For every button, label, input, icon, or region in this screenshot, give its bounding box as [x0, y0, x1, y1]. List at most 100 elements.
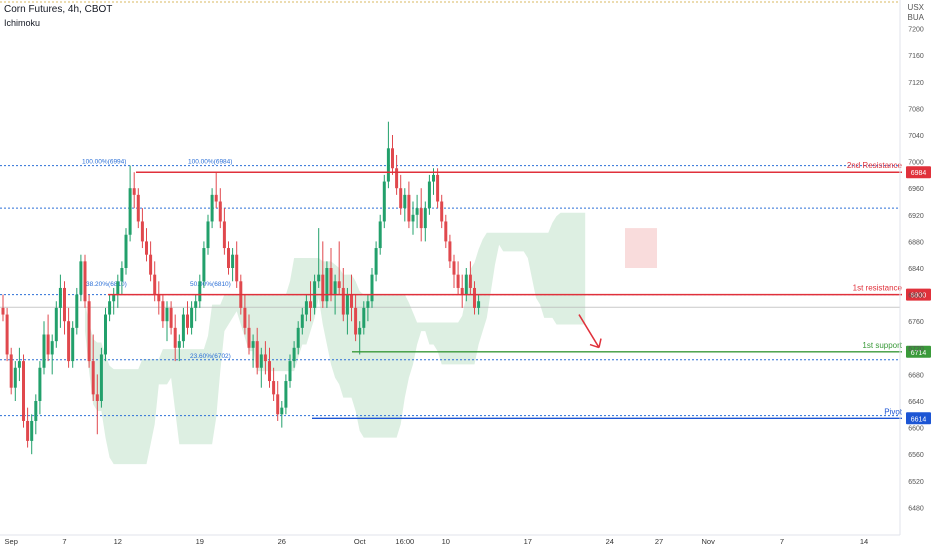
unit-label-1: USX — [907, 3, 924, 12]
y-tick-3: 7080 — [908, 106, 924, 113]
candle-body-90 — [370, 274, 374, 302]
candle-96 — [395, 154, 399, 195]
candle-19 — [79, 254, 83, 302]
candle-106 — [436, 168, 440, 209]
candle-84 — [345, 287, 349, 335]
candle-13 — [54, 301, 58, 348]
candle-body-57 — [235, 254, 239, 282]
candle-99 — [407, 181, 411, 229]
candle-34 — [140, 208, 144, 249]
candle-body-48 — [198, 281, 202, 302]
y-tick-9: 6840 — [908, 266, 924, 273]
candle-57 — [235, 241, 239, 288]
candle-body-12 — [50, 341, 54, 355]
y-tick-15: 6600 — [908, 426, 924, 433]
candle-body-32 — [132, 188, 136, 195]
x-tick-10: 27 — [655, 537, 663, 546]
candle-body-24 — [99, 354, 103, 401]
candle-88 — [362, 301, 366, 335]
x-tick-5: Oct — [354, 537, 367, 546]
candle-body-55 — [227, 248, 230, 268]
y-tick-0: 7200 — [908, 27, 924, 34]
candle-body-63 — [259, 354, 263, 368]
candle-73 — [300, 307, 304, 335]
candle-body-97 — [399, 188, 403, 209]
candle-body-99 — [407, 194, 411, 222]
candle-body-81 — [333, 281, 337, 295]
candle-body-94 — [386, 148, 390, 182]
candle-body-60 — [247, 327, 251, 348]
fib-label-2: 38.20%(6810) — [86, 281, 127, 288]
candle-body-18 — [75, 294, 79, 328]
candle-body-93 — [382, 181, 386, 222]
candle-body-89 — [366, 301, 370, 308]
ichimoku-cloud-red — [625, 228, 657, 268]
candle-48 — [198, 274, 202, 308]
y-tick-10: 6800 — [908, 293, 924, 300]
candle-27 — [112, 287, 116, 315]
candle-38 — [157, 281, 161, 315]
candle-26 — [108, 294, 112, 322]
candle-1 — [5, 307, 9, 362]
candle-body-85 — [350, 294, 353, 308]
candle-33 — [136, 188, 140, 229]
candle-24 — [99, 347, 103, 408]
y-tick-1: 7160 — [908, 53, 924, 60]
candle-body-68 — [280, 407, 284, 415]
candle-79 — [325, 261, 329, 308]
level-name-1: 1st resistance — [853, 284, 903, 293]
candle-body-74 — [304, 301, 308, 315]
candle-41 — [169, 301, 173, 335]
candle-body-100 — [411, 214, 415, 222]
candle-17 — [71, 321, 75, 368]
candle-66 — [272, 367, 276, 401]
candle-body-16 — [67, 321, 71, 362]
price-tag-3 — [906, 412, 931, 425]
candle-31 — [128, 165, 132, 242]
candle-67 — [276, 381, 280, 421]
x-tick-2: 12 — [114, 537, 122, 546]
candle-body-115 — [473, 287, 476, 308]
candle-body-111 — [456, 274, 460, 288]
candle-115 — [473, 281, 476, 315]
candle-body-98 — [403, 194, 407, 209]
candle-43 — [177, 334, 181, 362]
candle-108 — [444, 214, 448, 249]
price-tag-text-1: 6800 — [911, 293, 927, 300]
candle-body-77 — [317, 274, 321, 282]
x-tick-4: 26 — [278, 537, 286, 546]
x-tick-1: 7 — [62, 537, 66, 546]
candle-body-69 — [284, 381, 288, 408]
candle-body-15 — [63, 287, 66, 322]
y-tick-6: 6960 — [908, 186, 924, 193]
candle-65 — [268, 347, 271, 388]
candle-39 — [161, 294, 165, 328]
x-tick-0: Sep — [5, 537, 18, 546]
y-tick-8: 6880 — [908, 239, 924, 246]
candle-body-51 — [210, 194, 214, 222]
y-tick-2: 7120 — [908, 80, 924, 87]
indicator-label: Ichimoku — [4, 18, 41, 28]
candle-body-44 — [181, 314, 185, 342]
candle-55 — [227, 241, 230, 275]
candle-3 — [13, 361, 17, 401]
fib-label-3: 50.00%(6810) — [190, 281, 231, 288]
candle-body-42 — [173, 327, 177, 348]
candle-16 — [67, 307, 71, 368]
y-tick-5: 7000 — [908, 160, 924, 167]
level-name-2: 1st support — [862, 341, 902, 350]
y-tick-14: 6640 — [908, 399, 924, 406]
candle-111 — [456, 261, 460, 295]
candle-body-11 — [46, 334, 50, 355]
x-tick-3: 19 — [196, 537, 204, 546]
candle-body-92 — [378, 221, 382, 249]
candle-64 — [263, 341, 267, 375]
candle-body-56 — [231, 254, 235, 268]
candle-107 — [440, 194, 444, 229]
candle-9 — [38, 361, 42, 415]
candle-body-109 — [448, 241, 452, 262]
candle-92 — [378, 214, 382, 255]
candle-body-35 — [145, 241, 148, 255]
candle-body-70 — [288, 361, 292, 382]
